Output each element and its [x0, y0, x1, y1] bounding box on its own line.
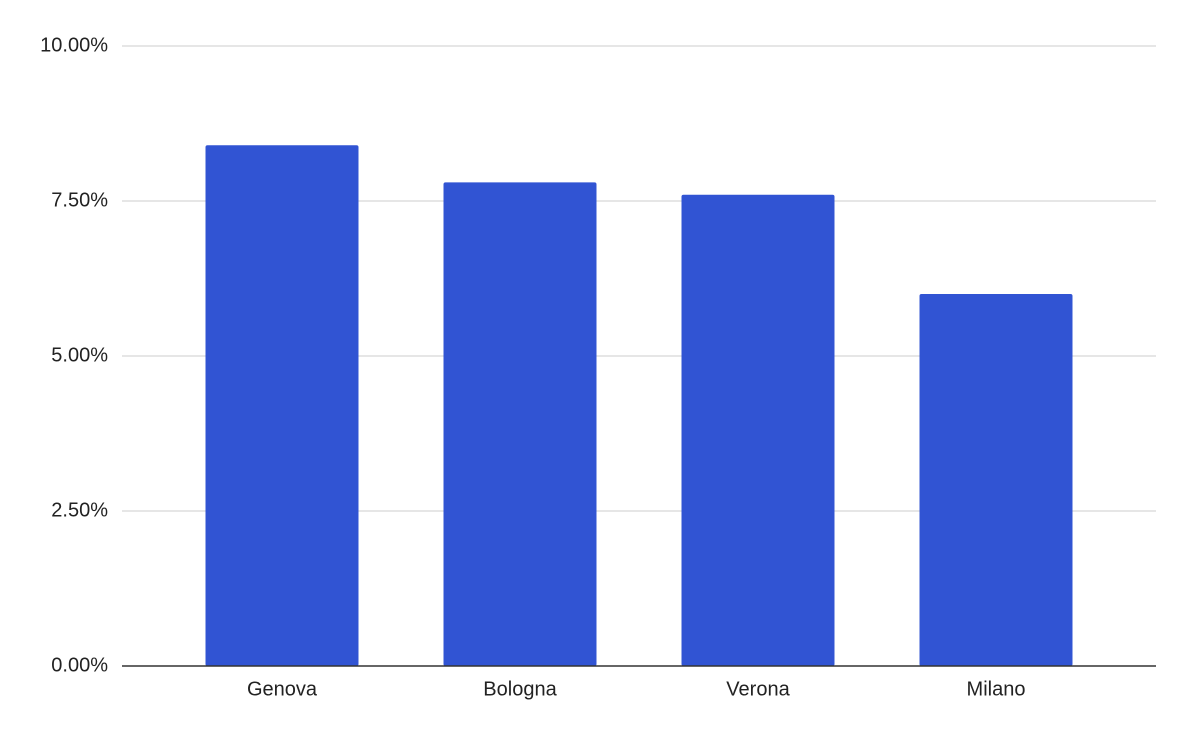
x-tick-label: Bologna — [483, 678, 557, 700]
y-tick-label: 0.00% — [51, 654, 108, 676]
y-tick-label: 2.50% — [51, 499, 108, 521]
bar — [443, 182, 597, 666]
bar — [919, 294, 1073, 666]
y-tick-label: 7.50% — [51, 189, 108, 211]
x-tick-label: Genova — [247, 678, 318, 700]
y-tick-label: 10.00% — [40, 34, 108, 56]
bar — [681, 194, 835, 667]
x-tick-label: Verona — [726, 678, 790, 700]
y-tick-label: 5.00% — [51, 344, 108, 366]
x-tick-label: Milano — [967, 678, 1026, 700]
bar — [205, 145, 359, 666]
